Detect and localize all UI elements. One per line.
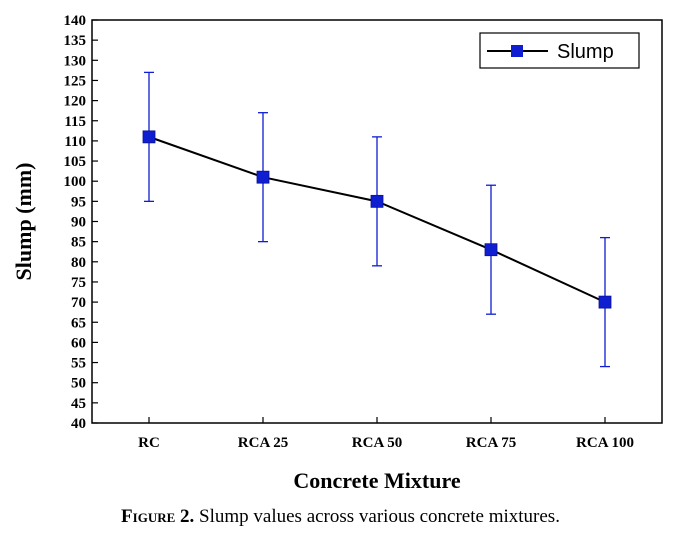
y-tick-label: 60 xyxy=(71,335,86,351)
data-point xyxy=(370,194,384,208)
figure-caption-text: Slump values across various concrete mix… xyxy=(194,506,560,527)
y-tick-label: 55 xyxy=(71,356,86,372)
y-tick-label: 70 xyxy=(71,295,86,311)
legend-marker xyxy=(511,45,523,57)
data-point xyxy=(598,295,612,309)
data-point xyxy=(142,130,156,144)
error-bars xyxy=(144,71,610,368)
y-axis-ticks: 40 45 50 55 60 65 70 75 80 85 90 95 100 105 110 115 120 1… xyxy=(64,13,98,432)
y-tick-label: 125 xyxy=(64,73,87,89)
y-tick-label: 45 xyxy=(71,396,86,412)
figure-label: Figure 2. xyxy=(121,506,195,527)
figure-caption: Figure 2. Slump values across various co… xyxy=(0,506,681,528)
plot-frame xyxy=(91,19,663,424)
y-tick-label: 80 xyxy=(71,255,86,271)
y-tick-label: 130 xyxy=(64,53,87,69)
y-tick-label: 115 xyxy=(64,114,86,130)
y-tick-label: 75 xyxy=(71,275,86,291)
x-tick-label: RCA 75 xyxy=(466,435,516,451)
y-axis-title: Slump (mm) xyxy=(11,163,36,281)
y-tick-label: 100 xyxy=(64,174,87,190)
x-axis-title: Concrete Mixture xyxy=(293,468,460,493)
x-tick-label: RCA 100 xyxy=(576,435,634,451)
x-tick-label: RCA 25 xyxy=(238,435,288,451)
y-tick-label: 140 xyxy=(64,13,87,29)
legend: Slump xyxy=(479,32,640,69)
y-tick-label: 95 xyxy=(71,194,86,210)
y-tick-label: 90 xyxy=(71,215,86,231)
y-tick-label: 135 xyxy=(64,33,87,49)
y-tick-label: 50 xyxy=(71,376,86,392)
x-tick-label: RCA 50 xyxy=(352,435,402,451)
x-tick-label: RC xyxy=(138,435,160,451)
y-tick-label: 120 xyxy=(64,94,87,110)
data-point xyxy=(484,243,498,257)
legend-label: Slump xyxy=(557,41,614,63)
y-tick-label: 65 xyxy=(71,315,86,331)
x-axis-ticks: RC RCA 25 RCA 50 RCA 75 RCA 100 xyxy=(138,417,634,451)
series-markers xyxy=(142,130,612,309)
slump-chart: 40 45 50 55 60 65 70 75 80 85 90 95 100 105 110 115 120 1… xyxy=(11,13,663,493)
y-tick-label: 110 xyxy=(64,134,86,150)
y-tick-label: 85 xyxy=(71,235,86,251)
y-tick-label: 40 xyxy=(71,416,86,432)
data-point xyxy=(256,170,270,184)
y-tick-label: 105 xyxy=(64,154,87,170)
